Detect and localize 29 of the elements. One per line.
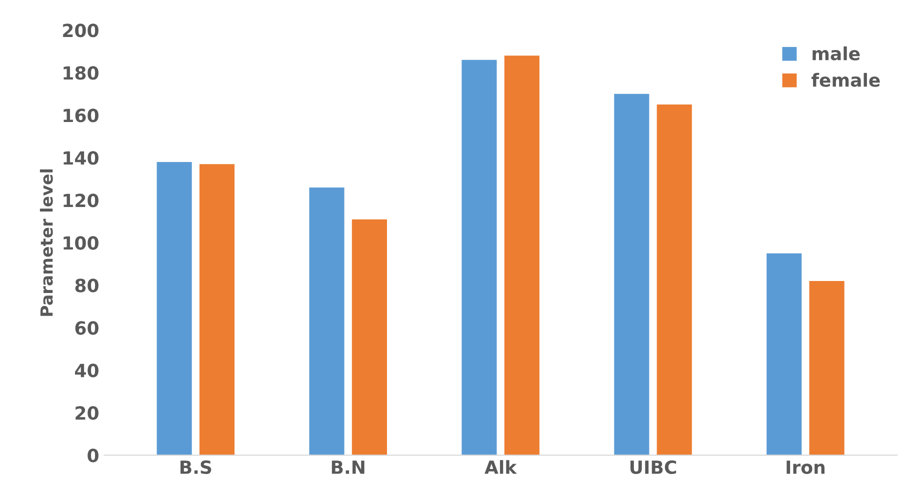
- bar: [352, 219, 387, 456]
- bar: [809, 280, 844, 456]
- bar: [614, 94, 650, 456]
- legend-label: female: [812, 72, 880, 87]
- y-tick-label: 160: [64, 108, 98, 122]
- bar: [656, 104, 692, 456]
- x-tick-label: Iron: [786, 460, 824, 474]
- y-tick-label: 100: [64, 236, 98, 250]
- legend-label: male: [812, 46, 860, 60]
- bar: [156, 162, 192, 456]
- y-tick-label: 180: [64, 66, 98, 80]
- y-tick-label: 200: [63, 24, 98, 38]
- y-tick-label: 120: [64, 194, 98, 208]
- bar: [462, 60, 497, 456]
- bar: [766, 253, 802, 456]
- y-tick-label: 140: [64, 151, 98, 165]
- x-tick-label: UIBC: [630, 460, 676, 474]
- y-tick-label: 80: [75, 278, 98, 292]
- y-axis-title: Parameter level: [40, 169, 53, 316]
- y-tick-label: 40: [75, 364, 98, 378]
- x-tick-label: B.N: [332, 460, 364, 474]
- x-tick-label: Alk: [484, 460, 517, 474]
- x-tick-label: B.S: [180, 460, 212, 474]
- bar: [504, 56, 540, 456]
- bar: [309, 187, 344, 456]
- bar: [199, 164, 235, 456]
- y-tick-label: 20: [76, 406, 98, 420]
- y-tick-label: 0: [88, 448, 98, 462]
- y-tick-label: 60: [75, 321, 98, 335]
